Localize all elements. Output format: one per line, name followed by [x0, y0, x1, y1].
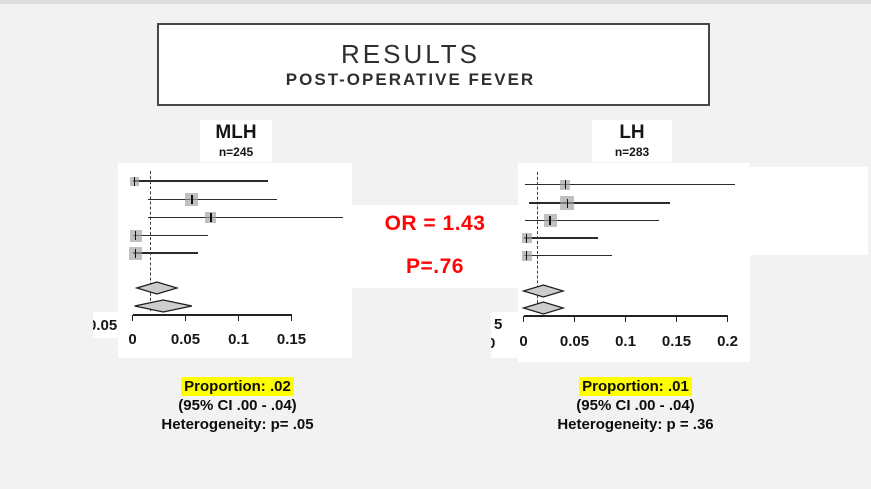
mlh-n-label: n=245	[218, 145, 254, 159]
axis-tick	[573, 316, 576, 322]
axis-tick	[675, 316, 678, 322]
mlh-proportion-highlight: Proportion: .02	[181, 377, 294, 396]
mlh-heterogeneity-line: Heterogeneity: p= .05	[161, 416, 314, 433]
summary-diamond	[134, 281, 180, 295]
mlh-caption: Proportion: .02 (95% CI .00 - .04) Heter…	[110, 377, 365, 434]
study-estimate-tick	[525, 251, 528, 260]
study-ci-line	[132, 180, 269, 182]
axis-line	[132, 314, 292, 316]
axis-tick-label: 0.05	[170, 331, 201, 348]
study-estimate-tick	[133, 176, 136, 186]
study-estimate-tick	[134, 231, 137, 240]
slide-title: RESULTS	[341, 38, 480, 69]
study-estimate-tick	[566, 198, 569, 208]
axis-tick	[290, 315, 293, 321]
center-white-band	[352, 205, 518, 288]
summary-diamond	[521, 301, 566, 315]
study-ci-line	[148, 216, 344, 219]
axis-tick-label: 0.15	[276, 331, 307, 348]
mlh-ci-line: (95% CI .00 - .04)	[178, 397, 297, 414]
lh-proportion-highlight: Proportion: .01	[579, 377, 692, 396]
study-estimate-tick	[549, 216, 551, 225]
study-ci-line	[524, 219, 660, 222]
null-line	[149, 171, 151, 311]
study-ci-line	[523, 254, 613, 257]
study-ci-line	[132, 252, 199, 254]
mlh-group-label: MLH	[215, 122, 257, 143]
mlh-cropped-axis-label: 0.05	[93, 312, 124, 338]
axis-tick	[131, 315, 134, 321]
study-estimate-tick	[191, 195, 193, 204]
lh-cropped-axis-label: 5 0	[491, 312, 518, 358]
axis-tick-label: 0.1	[615, 333, 636, 350]
lh-proportion-line: Proportion: .01	[508, 377, 763, 396]
odds-ratio-text: OR = 1.43	[384, 212, 486, 235]
lh-n-label: n=283	[614, 145, 650, 159]
mlh-header: MLH n=245	[200, 120, 272, 162]
study-estimate-tick	[134, 248, 137, 258]
axis-tick-label: 0	[128, 331, 137, 348]
lh-header: LH n=283	[592, 120, 672, 162]
lh-caption: Proportion: .01 (95% CI .00 - .04) Heter…	[508, 377, 763, 434]
study-ci-line	[524, 183, 735, 186]
axis-tick	[237, 315, 240, 321]
study-ci-line	[148, 198, 277, 201]
axis-tick-label: 0.05	[559, 333, 590, 350]
axis-tick-label: 0.1	[228, 331, 249, 348]
slide-subtitle: POST-OPERATIVE FEVER	[285, 69, 536, 89]
lh-cropped-axis-label-bottom: 0	[491, 335, 496, 352]
lh-forest-plot: 0 0.05 0.1 0.15 0.2	[518, 163, 750, 362]
study-estimate-tick	[210, 213, 212, 222]
axis-tick-label: 0.2	[717, 333, 738, 350]
summary-diamonds	[134, 281, 192, 313]
axis-tick	[184, 315, 187, 321]
p-value-text: P=.76	[406, 255, 464, 278]
axis-tick	[726, 316, 729, 322]
lh-cropped-axis-label-top: 5	[494, 316, 503, 333]
null-line	[536, 172, 538, 313]
title-box: RESULTS POST-OPERATIVE FEVER	[157, 23, 710, 106]
study-estimate-tick	[564, 180, 567, 189]
summary-diamond	[134, 299, 192, 313]
summary-diamond	[521, 284, 566, 298]
mlh-proportion-line: Proportion: .02	[110, 377, 365, 396]
lh-group-label: LH	[619, 122, 645, 143]
summary-diamonds	[521, 284, 566, 315]
mlh-cropped-axis-label-text: 0.05	[93, 317, 118, 334]
lh-heterogeneity-line: Heterogeneity: p = .36	[557, 416, 714, 433]
top-strip	[0, 0, 871, 4]
mlh-forest-plot: 0 0.05 0.1 0.15	[118, 163, 352, 358]
study-ci-line	[528, 202, 671, 204]
right-white-band	[750, 167, 868, 255]
lh-ci-line: (95% CI .00 - .04)	[576, 397, 695, 414]
axis-tick	[522, 316, 525, 322]
study-ci-line	[132, 234, 208, 237]
axis-tick-label: 0.15	[661, 333, 692, 350]
study-estimate-tick	[525, 233, 528, 243]
axis-tick-label: 0	[519, 333, 528, 350]
axis-tick	[624, 316, 627, 322]
study-ci-line	[523, 237, 598, 239]
